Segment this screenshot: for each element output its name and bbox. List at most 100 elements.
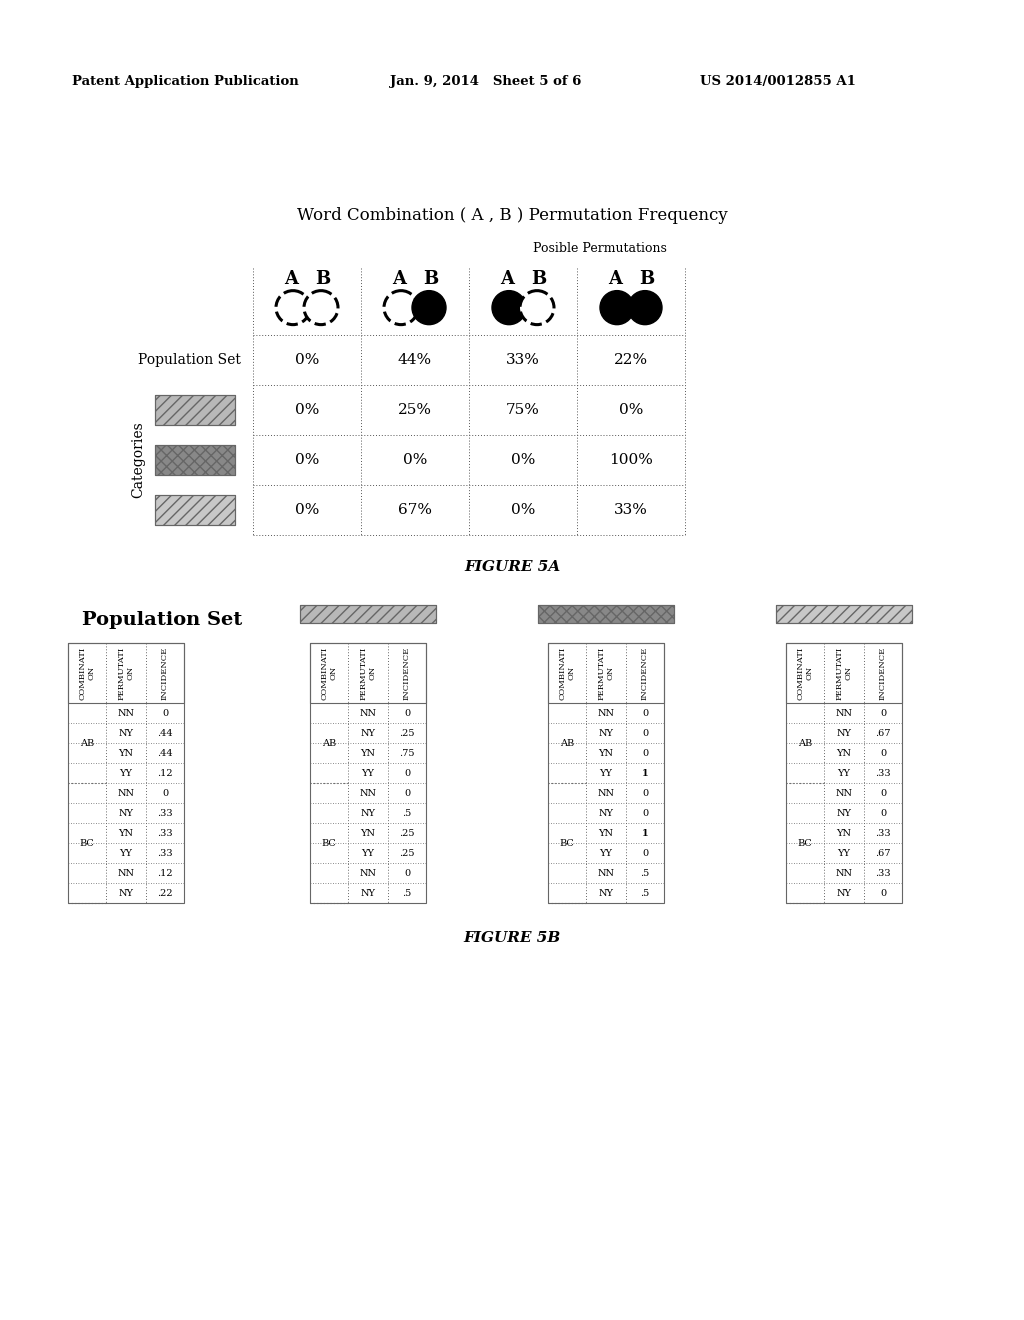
Bar	[155, 445, 234, 475]
Text: 0%: 0%	[295, 453, 319, 467]
Text: .33: .33	[158, 808, 173, 817]
Bar	[548, 643, 664, 903]
Text: .33: .33	[158, 829, 173, 837]
Text: NY: NY	[119, 888, 133, 898]
Text: YN: YN	[119, 748, 133, 758]
Text: 0: 0	[403, 788, 410, 797]
Text: FIGURE 5B: FIGURE 5B	[464, 931, 560, 945]
Text: 0%: 0%	[295, 352, 319, 367]
Circle shape	[276, 290, 310, 325]
Text: PERMUTATI
ON: PERMUTATI ON	[359, 647, 377, 700]
Text: NY: NY	[119, 729, 133, 738]
Text: YN: YN	[360, 829, 376, 837]
Circle shape	[600, 290, 634, 325]
Bar	[310, 643, 426, 903]
Text: A: A	[500, 269, 514, 288]
Text: .67: .67	[876, 849, 891, 858]
Text: .44: .44	[158, 748, 173, 758]
Text: YY: YY	[838, 849, 851, 858]
Text: COMBINATI
ON: COMBINATI ON	[558, 647, 575, 700]
Text: A: A	[284, 269, 298, 288]
Text: INCIDENCE: INCIDENCE	[403, 647, 411, 700]
Text: YY: YY	[120, 849, 132, 858]
Bar	[155, 395, 234, 425]
Text: 0: 0	[642, 748, 648, 758]
Text: Posible Permutations: Posible Permutations	[534, 242, 667, 255]
Text: 0: 0	[880, 788, 886, 797]
Text: COMBINATI
ON: COMBINATI ON	[79, 647, 95, 700]
Text: NY: NY	[119, 808, 133, 817]
Text: 67%: 67%	[398, 503, 432, 517]
Bar	[155, 495, 234, 525]
Text: YY: YY	[838, 768, 851, 777]
Text: PERMUTATI
ON: PERMUTATI ON	[597, 647, 614, 700]
Text: 0: 0	[162, 709, 168, 718]
Text: 0: 0	[403, 869, 410, 878]
Bar	[155, 495, 234, 525]
Text: Categories: Categories	[131, 421, 145, 499]
Text: 0%: 0%	[295, 503, 319, 517]
Text: YY: YY	[599, 768, 612, 777]
Text: A: A	[608, 269, 622, 288]
Text: NN: NN	[118, 709, 134, 718]
Text: .5: .5	[402, 888, 412, 898]
Text: YN: YN	[837, 748, 852, 758]
Text: .12: .12	[158, 768, 173, 777]
Text: B: B	[639, 269, 654, 288]
Text: 0%: 0%	[295, 403, 319, 417]
Text: NN: NN	[597, 869, 614, 878]
Text: 0%: 0%	[511, 453, 536, 467]
Text: 0: 0	[880, 888, 886, 898]
Text: 0: 0	[642, 709, 648, 718]
Text: 1: 1	[642, 768, 648, 777]
Text: COMBINATI
ON: COMBINATI ON	[797, 647, 814, 700]
Text: .33: .33	[158, 849, 173, 858]
Text: 0: 0	[642, 788, 648, 797]
Bar	[310, 643, 426, 704]
Text: BC: BC	[322, 838, 336, 847]
Text: 0: 0	[880, 808, 886, 817]
Text: YN: YN	[598, 829, 613, 837]
Text: Population Set: Population Set	[138, 352, 241, 367]
Text: .33: .33	[876, 768, 891, 777]
Text: AB: AB	[322, 738, 336, 747]
Text: Patent Application Publication: Patent Application Publication	[72, 75, 299, 88]
Bar	[786, 643, 902, 903]
Text: AB: AB	[560, 738, 574, 747]
Text: .25: .25	[399, 829, 415, 837]
Text: Population Set: Population Set	[82, 611, 243, 630]
Text: BC: BC	[560, 838, 574, 847]
Text: 33%: 33%	[506, 352, 540, 367]
Text: .75: .75	[399, 748, 415, 758]
Bar	[776, 605, 912, 623]
Text: INCIDENCE: INCIDENCE	[641, 647, 649, 700]
Text: YN: YN	[598, 748, 613, 758]
Text: PERMUTATI
ON: PERMUTATI ON	[836, 647, 853, 700]
Text: .33: .33	[876, 829, 891, 837]
Text: 0%: 0%	[618, 403, 643, 417]
Text: .25: .25	[399, 849, 415, 858]
Text: NN: NN	[836, 788, 853, 797]
Text: 33%: 33%	[614, 503, 648, 517]
Circle shape	[304, 290, 338, 325]
Text: 22%: 22%	[614, 352, 648, 367]
Text: YN: YN	[837, 829, 852, 837]
Bar	[300, 605, 436, 623]
Text: 0: 0	[642, 808, 648, 817]
Text: NN: NN	[118, 788, 134, 797]
Text: NY: NY	[598, 729, 613, 738]
Text: NN: NN	[597, 709, 614, 718]
Text: .25: .25	[399, 729, 415, 738]
Text: .12: .12	[158, 869, 173, 878]
Circle shape	[384, 290, 418, 325]
Text: BC: BC	[80, 838, 94, 847]
Text: YN: YN	[119, 829, 133, 837]
Text: 0: 0	[880, 748, 886, 758]
Text: 25%: 25%	[398, 403, 432, 417]
Bar	[548, 643, 664, 704]
Text: NY: NY	[598, 808, 613, 817]
Text: 0%: 0%	[402, 453, 427, 467]
Text: .22: .22	[158, 888, 173, 898]
Bar	[538, 605, 674, 623]
Text: NY: NY	[837, 808, 852, 817]
